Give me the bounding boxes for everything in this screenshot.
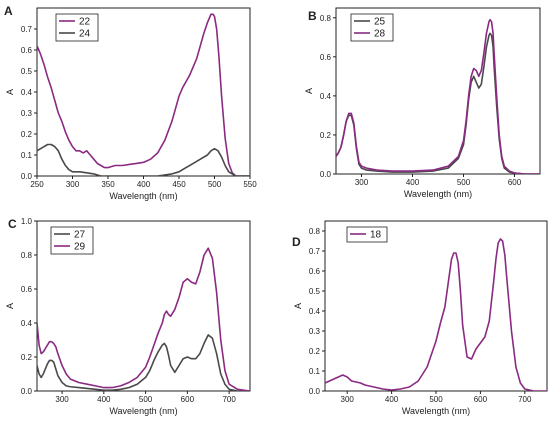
panel-letter: A xyxy=(4,4,13,18)
x-axis-title: Wavelength (nm) xyxy=(402,406,470,416)
y-tick-label: 0.4 xyxy=(21,319,33,328)
legend-label: 18 xyxy=(370,230,382,241)
series-line-18 xyxy=(325,238,547,391)
panel-letter: B xyxy=(308,9,317,23)
series-line-22 xyxy=(37,13,250,176)
y-tick-label: 0.0 xyxy=(21,172,33,181)
legend-label: 28 xyxy=(374,29,386,40)
y-tick-label: 0.5 xyxy=(309,287,321,296)
y-tick-label: 0.2 xyxy=(21,130,33,139)
panel-b: B 300 400 500 600 0.0 0.2 0.4 0.6 0.8 Wavelength (… xyxy=(304,7,541,199)
y-tick-label: 0.0 xyxy=(309,387,321,396)
x-axis-title: Wavelength (nm) xyxy=(109,191,177,201)
panel-d: D 300 400 500 600 700 0.0 0.1 0.2 0.3 0.4 0.5 0.6 0.7… xyxy=(292,220,548,416)
panel-a: A 250 300 350 400 450 500 550 0.0 0.1 0.2 0.3 0.4 0.5… xyxy=(4,4,257,201)
x-tick-label: 550 xyxy=(243,180,257,189)
series-line-28 xyxy=(336,18,540,174)
legend xyxy=(350,13,394,42)
plot-frame xyxy=(36,220,251,392)
panel-c: C 300 400 500 600 700 0.0 0.2 0.4 0.6 0.8 1.0 Wavele… xyxy=(5,217,251,416)
legend xyxy=(55,13,99,42)
y-tick-label: 0.8 xyxy=(21,251,33,260)
y-tick-label: 0.4 xyxy=(21,88,33,97)
x-tick-label: 300 xyxy=(66,180,80,189)
y-tick-label: 0.7 xyxy=(21,25,33,34)
x-tick-label: 600 xyxy=(181,395,195,404)
x-tick-label: 450 xyxy=(172,180,186,189)
plot-frame xyxy=(335,7,541,175)
y-tick-label: 0.6 xyxy=(320,53,332,62)
legend-label: 29 xyxy=(74,242,86,253)
legend-label: 25 xyxy=(374,17,386,28)
x-tick-label: 500 xyxy=(429,395,443,404)
y-tick-label: 0.0 xyxy=(21,387,33,396)
x-tick-label: 400 xyxy=(137,180,151,189)
y-tick-label: 0.4 xyxy=(309,307,321,316)
x-tick-label: 300 xyxy=(55,395,69,404)
x-tick-label: 500 xyxy=(139,395,153,404)
legend-label: 24 xyxy=(79,29,91,40)
x-tick-label: 350 xyxy=(101,180,115,189)
series-line-29 xyxy=(37,247,250,391)
y-tick-label: 0.6 xyxy=(21,46,33,55)
x-tick-label: 400 xyxy=(406,178,420,187)
y-axis-title: A xyxy=(5,89,15,95)
y-tick-label: 0.4 xyxy=(320,92,332,101)
x-tick-label: 500 xyxy=(457,178,471,187)
y-tick-label: 0.2 xyxy=(21,353,33,362)
x-tick-label: 700 xyxy=(518,395,532,404)
y-tick-label: 0.7 xyxy=(309,247,321,256)
x-axis-title: Wavelength (nm) xyxy=(404,189,472,199)
x-tick-label: 250 xyxy=(30,180,44,189)
y-tick-label: 0.8 xyxy=(309,227,321,236)
y-tick-label: 0.1 xyxy=(21,151,33,160)
y-axis-title: A xyxy=(304,88,314,94)
legend xyxy=(346,226,388,243)
x-tick-label: 700 xyxy=(222,395,236,404)
series-line-27 xyxy=(37,334,250,391)
legend-label: 27 xyxy=(74,230,86,241)
y-tick-label: 0.3 xyxy=(21,109,33,118)
x-tick-label: 400 xyxy=(97,395,111,404)
y-tick-label: 0.3 xyxy=(309,327,321,336)
x-tick-label: 600 xyxy=(474,395,488,404)
panel-letter: C xyxy=(8,217,17,231)
y-axis-title: A xyxy=(5,303,15,309)
y-tick-label: 0.6 xyxy=(309,267,321,276)
y-tick-label: 0.2 xyxy=(320,131,332,140)
y-tick-label: 0.0 xyxy=(320,170,332,179)
x-axis-title: Wavelength (nm) xyxy=(109,406,177,416)
y-tick-label: 0.2 xyxy=(309,347,321,356)
x-tick-label: 500 xyxy=(208,180,222,189)
panel-letter: D xyxy=(292,235,301,249)
x-tick-label: 300 xyxy=(355,178,369,187)
series-line-25 xyxy=(336,32,540,174)
y-tick-label: 0.6 xyxy=(21,285,33,294)
y-tick-label: 0.5 xyxy=(21,67,33,76)
x-tick-label: 600 xyxy=(508,178,522,187)
x-tick-label: 300 xyxy=(341,395,355,404)
plot-frame xyxy=(324,220,548,392)
series-line-24 xyxy=(37,143,250,176)
y-tick-label: 1.0 xyxy=(21,217,33,226)
legend xyxy=(50,226,94,255)
legend-label: 22 xyxy=(79,17,91,28)
y-tick-label: 0.1 xyxy=(309,367,321,376)
y-tick-label: 0.8 xyxy=(320,14,332,23)
y-axis-title: A xyxy=(293,303,303,309)
x-tick-label: 400 xyxy=(385,395,399,404)
